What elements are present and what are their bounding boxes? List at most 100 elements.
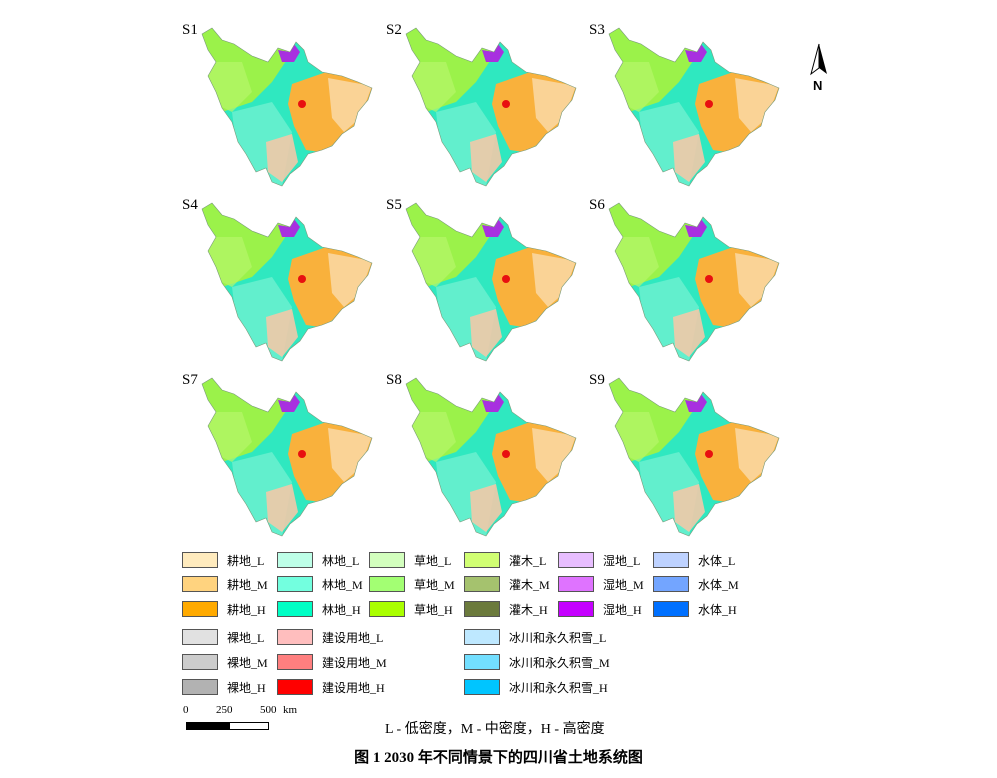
legend-swatch: [182, 552, 218, 568]
map-panel-s4: S4: [182, 197, 382, 367]
wetland-zone: [482, 44, 504, 62]
map-panel-s5: S5: [386, 197, 586, 367]
legend-swatch: [277, 654, 313, 670]
urban-core: [298, 275, 306, 283]
legend-item: 湿地_M: [558, 575, 644, 593]
mixed-zone: [470, 484, 502, 532]
sichuan-map: [201, 377, 373, 537]
sichuan-map: [201, 202, 373, 362]
legend-swatch: [182, 679, 218, 695]
wetland-zone: [278, 394, 300, 412]
urban-core: [502, 100, 510, 108]
legend-item: 灌木_H: [464, 600, 548, 618]
wetland-zone: [685, 219, 707, 237]
legend-swatch: [653, 576, 689, 592]
legend-label: 冰川和永久积雪_L: [509, 630, 607, 645]
urban-core: [705, 275, 713, 283]
legend-label: 林地_L: [322, 553, 360, 568]
legend-item: 草地_M: [369, 575, 455, 593]
legend-swatch: [464, 629, 500, 645]
legend-item: 水体_L: [653, 551, 735, 569]
legend-swatch: [369, 601, 405, 617]
scale-tick-label: 0: [183, 704, 189, 716]
farmland-low-zone: [735, 428, 779, 482]
legend-label: 湿地_H: [603, 602, 642, 617]
legend-swatch: [182, 601, 218, 617]
province-boundary: [405, 202, 577, 362]
sichuan-map: [608, 202, 780, 362]
legend-swatch: [653, 601, 689, 617]
legend-label: 水体_L: [698, 553, 736, 568]
legend-label: 建设用地_L: [322, 630, 384, 645]
north-arrow-icon: [810, 43, 827, 76]
legend-swatch: [369, 576, 405, 592]
legend-item: 湿地_L: [558, 551, 640, 569]
urban-core: [502, 450, 510, 458]
legend-item: 耕地_M: [182, 575, 268, 593]
land-system-layer: [406, 28, 576, 186]
sichuan-map: [405, 202, 577, 362]
legend-swatch: [277, 552, 313, 568]
legend-label: 灌木_H: [509, 602, 548, 617]
legend-swatch: [277, 576, 313, 592]
mixed-zone: [673, 484, 705, 532]
land-system-layer: [609, 378, 779, 536]
farmland-low-zone: [735, 253, 779, 307]
panel-label: S5: [386, 197, 402, 213]
legend-swatch: [277, 679, 313, 695]
sichuan-map: [405, 377, 577, 537]
legend-label: 灌木_L: [509, 553, 547, 568]
legend-item: 湿地_H: [558, 600, 642, 618]
farmland-low-zone: [532, 253, 576, 307]
legend-swatch: [653, 552, 689, 568]
legend-label: 湿地_M: [603, 577, 644, 592]
legend-item: 灌木_M: [464, 575, 550, 593]
wetland-zone: [482, 394, 504, 412]
land-system-layer: [202, 378, 372, 536]
legend-label: 水体_H: [698, 602, 737, 617]
legend-swatch: [182, 629, 218, 645]
legend-label: 建设用地_H: [322, 680, 385, 695]
legend-swatch: [558, 576, 594, 592]
legend-label: 冰川和永久积雪_M: [509, 655, 610, 670]
legend-label: 裸地_M: [227, 655, 268, 670]
legend-item: 建设用地_L: [277, 628, 383, 646]
legend-item: 冰川和永久积雪_H: [464, 678, 608, 696]
legend-swatch: [464, 552, 500, 568]
legend-swatch: [464, 654, 500, 670]
mixed-zone: [470, 134, 502, 182]
legend-label: 草地_L: [414, 553, 452, 568]
scale-tick-label: 250: [216, 704, 233, 716]
province-boundary: [608, 27, 780, 187]
map-panel-s7: S7: [182, 372, 382, 542]
land-system-layer: [202, 203, 372, 361]
wetland-zone: [278, 44, 300, 62]
legend-swatch: [277, 629, 313, 645]
legend-item: 建设用地_H: [277, 678, 385, 696]
legend-label: 冰川和永久积雪_H: [509, 680, 608, 695]
legend-item: 水体_H: [653, 600, 737, 618]
wetland-zone: [685, 44, 707, 62]
panel-label: S1: [182, 22, 198, 38]
farmland-low-zone: [328, 253, 372, 307]
legend-swatch: [369, 552, 405, 568]
map-panel-s8: S8: [386, 372, 586, 542]
legend-item: 草地_H: [369, 600, 453, 618]
legend-label: 林地_M: [322, 577, 363, 592]
legend-item: 裸地_L: [182, 628, 264, 646]
wetland-zone: [685, 394, 707, 412]
map-panel-s1: S1: [182, 22, 382, 192]
panel-label: S4: [182, 197, 198, 213]
panel-label: S3: [589, 22, 605, 38]
sichuan-map: [608, 377, 780, 537]
urban-core: [705, 100, 713, 108]
legend-swatch: [464, 576, 500, 592]
legend-item: 林地_M: [277, 575, 363, 593]
legend-item: 裸地_H: [182, 678, 266, 696]
legend-swatch: [182, 576, 218, 592]
farmland-low-zone: [532, 428, 576, 482]
province-boundary: [201, 202, 373, 362]
land-system-layer: [609, 28, 779, 186]
urban-core: [705, 450, 713, 458]
province-boundary: [405, 27, 577, 187]
